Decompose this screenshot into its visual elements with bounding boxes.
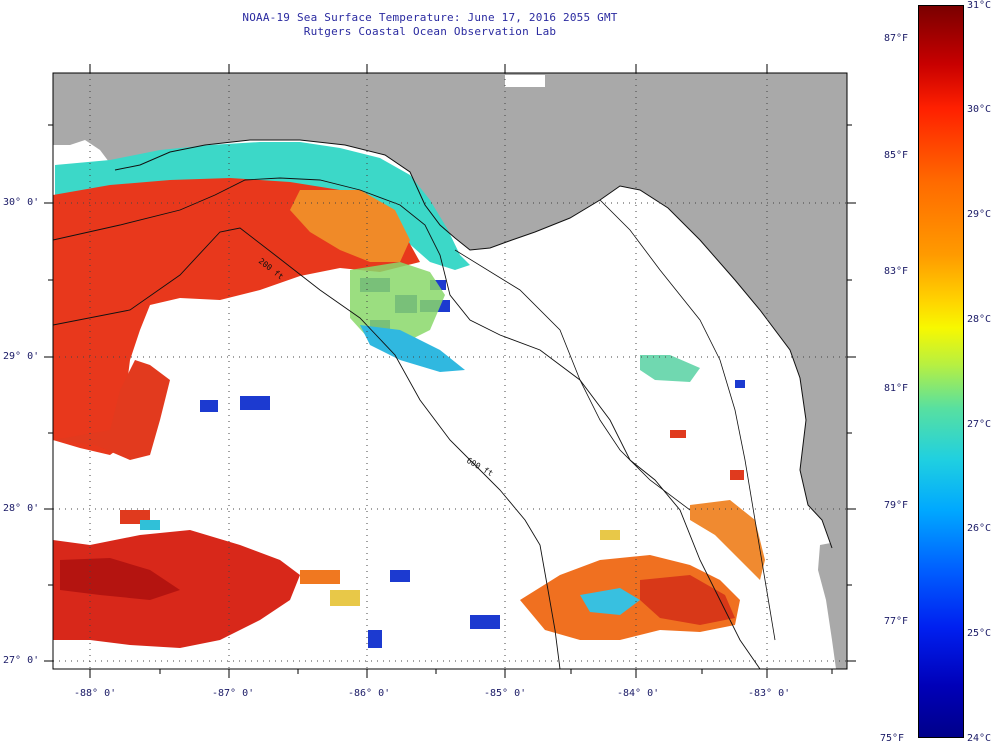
sst-scattered-patches bbox=[120, 380, 745, 606]
isobath-inner bbox=[599, 199, 776, 641]
colorbar-f-79: 79°F bbox=[884, 500, 909, 511]
lon-label-86: -86° 0' bbox=[348, 688, 391, 699]
colorbar-f-87: 87°F bbox=[884, 33, 909, 44]
sst-mixed-delta bbox=[350, 262, 445, 345]
temperature-colorbar bbox=[918, 5, 964, 738]
axis-minor-ticks bbox=[48, 124, 852, 674]
land-mass bbox=[53, 73, 847, 548]
colorbar-c-30: 30°C bbox=[967, 104, 992, 115]
coastline bbox=[114, 139, 833, 549]
colorbar-c-31: 31°C bbox=[967, 0, 992, 11]
lon-label-87: -87° 0' bbox=[212, 688, 255, 699]
land-peninsula bbox=[818, 540, 847, 669]
lon-label-88: -88° 0' bbox=[74, 688, 117, 699]
sst-cool-plume bbox=[360, 325, 465, 372]
colorbar-c-28: 28°C bbox=[967, 314, 992, 325]
colorbar-f-77: 77°F bbox=[884, 616, 909, 627]
map-frame bbox=[52, 72, 848, 670]
lon-label-85: -85° 0' bbox=[484, 688, 527, 699]
lon-label-84: -84° 0' bbox=[617, 688, 660, 699]
map-title: NOAA-19 Sea Surface Temperature: June 17… bbox=[242, 11, 618, 24]
sst-east-strip bbox=[690, 500, 765, 580]
sst-coastal-cool bbox=[55, 142, 470, 270]
sst-warm-tongue bbox=[53, 360, 170, 460]
isobath-600ft bbox=[53, 227, 561, 669]
sst-warm-west bbox=[53, 178, 420, 455]
sst-orange-coast bbox=[290, 190, 410, 262]
lat-label-30: 30° 0' bbox=[3, 197, 40, 208]
cloud-fragment bbox=[505, 75, 545, 87]
lon-label-83: -83° 0' bbox=[748, 688, 791, 699]
colorbar-f-75: 75°F bbox=[880, 733, 905, 744]
colorbar-f-85: 85°F bbox=[884, 150, 909, 161]
sst-hot-southeast bbox=[640, 575, 735, 625]
colorbar-c-29: 29°C bbox=[967, 209, 992, 220]
florida-west-coast bbox=[454, 249, 691, 511]
lat-label-28: 28° 0' bbox=[3, 503, 40, 514]
sst-cool-southeast bbox=[580, 588, 640, 615]
colorbar-c-24: 24°C bbox=[967, 733, 992, 744]
colorbar-c-25: 25°C bbox=[967, 628, 992, 639]
isobath-200ft bbox=[53, 177, 761, 669]
axis-ticks bbox=[44, 64, 856, 678]
colorbar-f-81: 81°F bbox=[884, 383, 909, 394]
colorbar-c-26: 26°C bbox=[967, 523, 992, 534]
lat-label-29: 29° 0' bbox=[3, 351, 40, 362]
colorbar-c-27: 27°C bbox=[967, 419, 992, 430]
colorbar-f-83: 83°F bbox=[884, 266, 909, 277]
graticule bbox=[53, 73, 847, 669]
sst-east-cool bbox=[640, 355, 700, 382]
map-subtitle: Rutgers Coastal Ocean Observation Lab bbox=[303, 25, 557, 38]
lat-label-27: 27° 0' bbox=[3, 655, 40, 666]
